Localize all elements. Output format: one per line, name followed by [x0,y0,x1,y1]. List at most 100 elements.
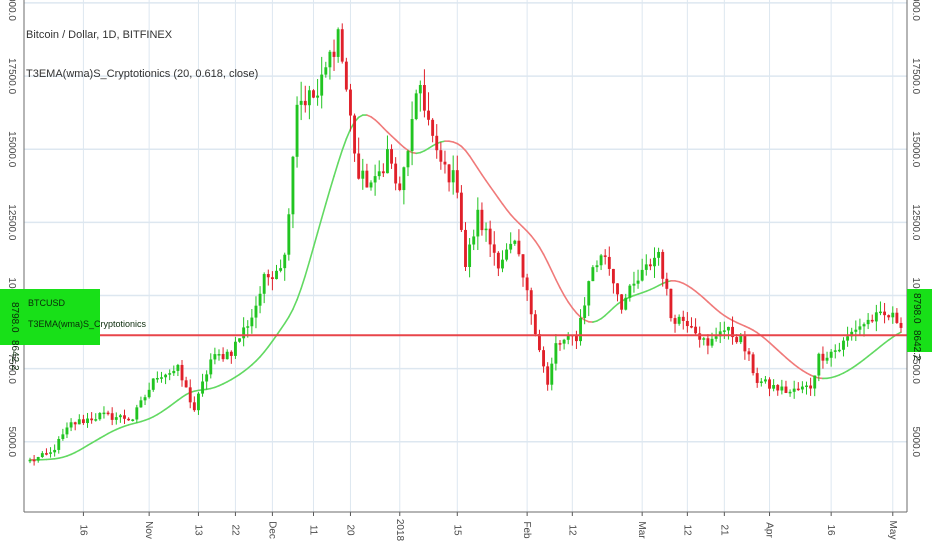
t3ema-segment [698,293,705,299]
candle-body [86,418,89,424]
candle-body [825,357,829,361]
t3ema-segment [534,240,541,249]
candle-body [636,280,640,284]
candle-body [850,331,854,337]
candle-body [110,413,114,420]
candle-layer [28,23,903,466]
candle-body [131,419,135,421]
t3ema-segment [702,297,709,303]
grid-layer [24,0,907,512]
y-tick-label-left: 7500.0 [6,353,17,384]
candle-body [710,338,714,346]
t3ema-segment [793,363,800,369]
candle-body [538,334,541,351]
t3ema-segment [563,294,570,303]
candle-body [505,249,509,260]
t3ema-segment [694,290,701,296]
t3ema-segment [316,217,323,234]
candle-body [295,104,299,157]
candle-body [809,385,813,389]
candle-body [459,192,463,230]
candle-body [611,268,615,284]
candle-body [307,90,311,106]
t3ema-segment [711,304,717,311]
candle-body [365,170,369,188]
t3ema-segment [575,312,582,318]
candle-body [805,385,808,388]
candle-body [480,209,484,231]
candle-body [242,327,246,339]
candle-body [340,29,344,62]
candle-body [373,176,377,183]
candle-body [168,373,172,375]
candle-body [328,51,332,68]
candle-body [123,415,126,419]
candle-body [780,386,784,391]
candle-body [386,149,389,174]
candle-body [755,373,759,383]
candle-body [312,90,315,98]
price-badge-left: 8798.0 [9,302,20,333]
candle-body [620,294,624,310]
t3ema-segment [329,175,335,191]
t3ema-segment [855,361,861,367]
candle-body [188,387,192,403]
candle-body [377,171,381,177]
candle-body [792,388,796,392]
candle-body [32,459,36,462]
candle-body [579,317,582,342]
x-tick-label: 20 [344,524,355,536]
candle-body [90,418,94,421]
candle-body [484,228,488,231]
candle-body [184,380,188,388]
candle-body [657,251,661,258]
candle-body [69,422,73,428]
t3ema-segment [481,173,487,182]
x-tick-label: Mar [636,521,647,539]
price-tag-bg [47,289,100,345]
indicator-tag: T3EMA(wma)S_Cryptotionics [28,319,147,329]
candle-body [883,311,887,316]
candle-body [49,452,52,454]
t3ema-segment [542,253,549,264]
t3ema-segment [896,331,902,336]
t3ema-segment [320,203,327,219]
candle-body [57,438,61,450]
t3ema-segment [690,287,697,293]
candle-body [607,256,611,269]
y-tick-label-right: 17500.0 [910,58,921,95]
candle-body [336,29,340,57]
t3ema-segment [341,138,348,151]
t3ema-segment [859,358,865,364]
t3ema-segment [768,341,775,348]
candle-body [685,320,689,327]
candle-body [759,381,763,383]
t3ema-segment [460,145,467,152]
t3ema-segment [772,345,779,351]
t3ema-segment [164,405,171,411]
candle-body [258,293,262,306]
t3ema-segment [781,353,787,359]
candle-body [566,334,570,340]
y-tick-label-left: 17500.0 [6,58,17,95]
candle-body [299,100,303,105]
candle-body [221,354,225,360]
t3ema-segment [279,322,286,331]
t3ema-segment [493,191,500,199]
candle-body [402,167,406,191]
t3ema-segment [255,356,261,362]
x-tick-label: 16 [825,524,836,536]
candle-body [65,427,69,435]
t3ema-segment [378,122,385,129]
candle-body [496,252,500,269]
t3ema-segment [374,119,381,125]
candle-body [603,255,607,257]
x-tick-label: Dec [266,521,277,539]
t3ema-segment [604,310,611,317]
t3ema-segment [600,314,606,320]
candle-body [422,85,426,111]
candle-body [349,89,352,116]
price-badge-right-bg [907,289,932,352]
y-tick-label-right: 15000.0 [910,131,921,168]
